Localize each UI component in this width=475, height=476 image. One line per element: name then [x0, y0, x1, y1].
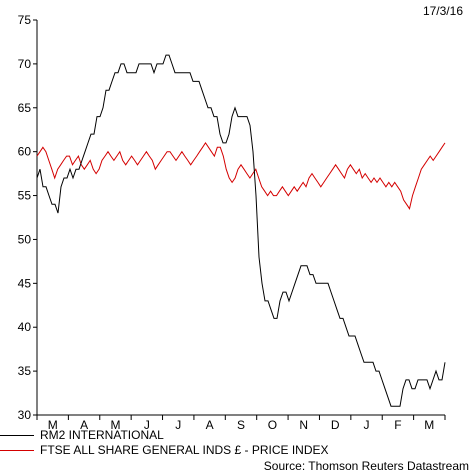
legend-label-ftse: FTSE ALL SHARE GENERAL INDS £ - PRICE IN…	[40, 443, 329, 457]
y-tick-label: 45	[18, 276, 32, 290]
x-tick-label: J	[364, 418, 370, 432]
y-tick-label: 50	[18, 232, 32, 246]
x-tick-label: O	[268, 418, 277, 432]
y-tick-label: 70	[18, 57, 32, 71]
source-note: Source: Thomson Reuters Datastream	[263, 459, 469, 473]
y-tick-label: 35	[18, 364, 32, 378]
series-line-rm2	[36, 54, 446, 407]
x-tick-label: A	[80, 418, 88, 432]
y-tick-label: 60	[18, 145, 32, 159]
y-tick-label: 65	[18, 101, 32, 115]
y-axis-ticks: 30 35 40 45 50 55 60 65 70 75	[18, 13, 37, 422]
chart-date: 17/3/16	[422, 4, 463, 18]
x-tick-label: M	[424, 418, 434, 432]
x-tick-label: D	[331, 418, 340, 432]
x-tick-label: A	[206, 418, 214, 432]
y-tick-label: 30	[18, 408, 32, 422]
y-tick-label: 40	[18, 320, 32, 334]
x-tick-label: N	[299, 418, 308, 432]
legend-swatch-rm2	[0, 435, 34, 436]
x-tick-label: M	[110, 418, 120, 432]
y-tick-label: 55	[18, 189, 32, 203]
x-tick-label: S	[237, 418, 245, 432]
legend-label-rm2: RM2 INTERNATIONAL	[40, 428, 164, 442]
legend-swatch-ftse	[0, 450, 34, 451]
x-tick-label: J	[144, 418, 150, 432]
x-tick-label: J	[175, 418, 181, 432]
y-tick-label: 75	[18, 13, 32, 27]
x-tick-label: M	[48, 418, 58, 432]
series-line-ftse	[36, 142, 446, 210]
x-tick-label: F	[394, 418, 401, 432]
